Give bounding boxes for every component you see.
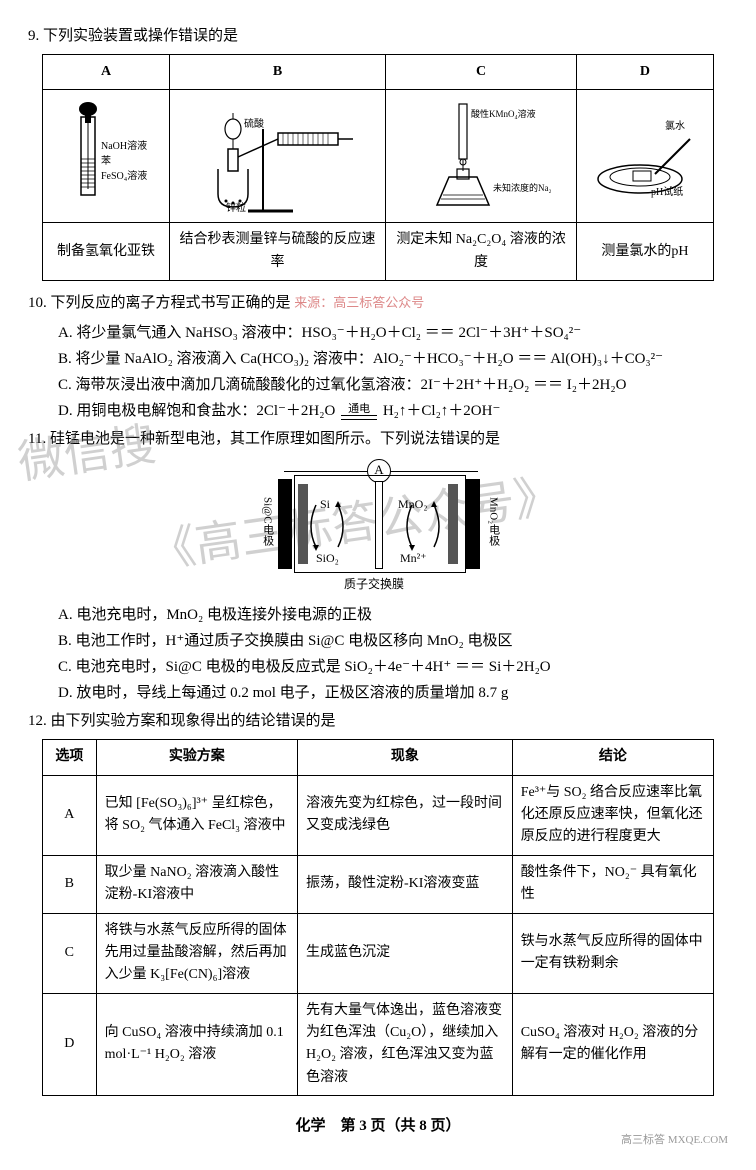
q9-diagram-b: 锌粒 硫酸 xyxy=(170,90,386,223)
left-electrode-label: Si@C电极 xyxy=(258,497,276,546)
q12-b-conc: 酸性条件下，NO₂⁻ 具有氧化性 xyxy=(512,855,713,913)
q10-source: 来源：高三标答公众号 xyxy=(294,295,424,310)
apparatus-b-icon: 锌粒 硫酸 xyxy=(198,99,358,214)
q11-d: D. 放电时，导线上每通过 0.2 mol 电子，正极区溶液的质量增加 8.7 … xyxy=(58,681,728,705)
q11-diagram: A Si@C电极 MnO₂电极 Si SiO₂ MnO₂ Mn²⁺ 质子交换膜 xyxy=(248,457,508,597)
q10-c: C. 海带灰浸出液中滴加几滴硫酸酸化的过氧化氢溶液：2I⁻＋2H⁺＋H₂O₂ ＝… xyxy=(58,373,728,397)
table-row: D 向 CuSO₄ 溶液中持续滴加 0.1 mol·L⁻¹ H₂O₂ 溶液 先有… xyxy=(43,993,714,1096)
q9-head-b: B xyxy=(170,55,386,90)
q9-cap-c: 测定未知 Na₂C₂O₄ 溶液的浓度 xyxy=(386,223,577,281)
q9-head-d: D xyxy=(576,55,713,90)
q12-d-opt: D xyxy=(43,993,97,1096)
membrane-label: 质子交换膜 xyxy=(344,575,404,594)
q11-stem: 11. 硅锰电池是一种新型电池，其工作原理如图所示。下列说法错误的是 xyxy=(28,427,728,451)
svg-text:pH试纸: pH试纸 xyxy=(651,185,683,198)
q12-b-plan: 取少量 NaNO₂ 溶液滴入酸性淀粉-KI溶液中 xyxy=(96,855,297,913)
table-row: A 已知 [Fe(SO₃)₆]³⁺ 呈红棕色，将 SO₂ 气体通入 FeCl₃ … xyxy=(43,775,714,855)
apparatus-c-icon: 酸性KMnO₄溶液 未知浓度的Na₂C₂O₄溶液 xyxy=(411,99,551,214)
q9-head-c: C xyxy=(386,55,577,90)
q12-h1: 实验方案 xyxy=(96,740,297,775)
q10-a: A. 将少量氯气通入 NaHSO₃ 溶液中：HSO₃⁻＋H₂O＋Cl₂ ＝＝ 2… xyxy=(58,321,728,345)
q12-a-phen: 溶液先变为红棕色，过一段时间又变成浅绿色 xyxy=(297,775,512,855)
q10-d: D. 用铜电极电解饱和食盐水：2Cl⁻＋2H₂O 通电 H₂↑＋Cl₂↑＋2OH… xyxy=(58,399,728,423)
q12-c-plan: 将铁与水蒸气反应所得的固体先用过量盐酸溶解，然后再加入少量 K₃[Fe(CN)₆… xyxy=(96,913,297,993)
svg-text:FeSO₄溶液: FeSO₄溶液 xyxy=(101,169,147,182)
q12-h0: 选项 xyxy=(43,740,97,775)
q9-diagram-d: 氯水 pH试纸 xyxy=(576,90,713,223)
q12-a-plan: 已知 [Fe(SO₃)₆]³⁺ 呈红棕色，将 SO₂ 气体通入 FeCl₃ 溶液… xyxy=(96,775,297,855)
q12-d-conc: CuSO₄ 溶液对 H₂O₂ 溶液的分解有一定的催化作用 xyxy=(512,993,713,1096)
svg-text:苯: 苯 xyxy=(101,154,111,167)
q11-c: C. 电池充电时，Si@C 电极的电极反应式是 SiO₂＋4e⁻＋4H⁺ ＝＝ … xyxy=(58,655,728,679)
q12-a-opt: A xyxy=(43,775,97,855)
q12-c-phen: 生成蓝色沉淀 xyxy=(297,913,512,993)
apparatus-a-icon: NaOH溶液 苯 FeSO₄溶液 xyxy=(51,99,161,214)
q12-stem: 12. 由下列实验方案和现象得出的结论错误的是 xyxy=(28,709,728,733)
q12-b-phen: 振荡，酸性淀粉-KI溶液变蓝 xyxy=(297,855,512,913)
table-row: C 将铁与水蒸气反应所得的固体先用过量盐酸溶解，然后再加入少量 K₃[Fe(CN… xyxy=(43,913,714,993)
q9-cap-a: 制备氢氧化亚铁 xyxy=(43,223,170,281)
q11-b: B. 电池工作时，H⁺通过质子交换膜由 Si@C 电极区移向 MnO₂ 电极区 xyxy=(58,629,728,653)
q10-d-cond: 通电 xyxy=(341,404,377,415)
q10-b: B. 将少量 NaAlO₂ 溶液滴入 Ca(HCO₃)₂ 溶液中：AlO₂⁻＋H… xyxy=(58,347,728,371)
table-row: B 取少量 NaNO₂ 溶液滴入酸性淀粉-KI溶液中 振荡，酸性淀粉-KI溶液变… xyxy=(43,855,714,913)
svg-text:未知浓度的Na₂C₂O₄溶液: 未知浓度的Na₂C₂O₄溶液 xyxy=(493,182,551,193)
q10-stem-text: 10. 下列反应的离子方程式书写正确的是 xyxy=(28,295,291,311)
svg-text:酸性KMnO₄溶液: 酸性KMnO₄溶液 xyxy=(471,108,536,119)
right-electrode-label: MnO₂电极 xyxy=(484,497,502,546)
q9-cap-b: 结合秒表测量锌与硫酸的反应速率 xyxy=(170,223,386,281)
apparatus-d-icon: 氯水 pH试纸 xyxy=(585,99,705,214)
q12-c-opt: C xyxy=(43,913,97,993)
svg-text:锌粒: 锌粒 xyxy=(226,201,246,214)
q12-table: 选项 实验方案 现象 结论 A 已知 [Fe(SO₃)₆]³⁺ 呈红棕色，将 S… xyxy=(42,739,714,1096)
q12-h3: 结论 xyxy=(512,740,713,775)
q12-c-conc: 铁与水蒸气反应所得的固体中一定有铁粉剩余 xyxy=(512,913,713,993)
q9-diagram-a: NaOH溶液 苯 FeSO₄溶液 xyxy=(43,90,170,223)
q10-d-post: H₂↑＋Cl₂↑＋2OH⁻ xyxy=(383,403,501,419)
q9-head-a: A xyxy=(43,55,170,90)
q12-d-plan: 向 CuSO₄ 溶液中持续滴加 0.1 mol·L⁻¹ H₂O₂ 溶液 xyxy=(96,993,297,1096)
q10-d-pre: D. 用铜电极电解饱和食盐水：2Cl⁻＋2H₂O xyxy=(58,403,335,419)
svg-text:NaOH溶液: NaOH溶液 xyxy=(101,139,147,152)
svg-text:硫酸: 硫酸 xyxy=(244,117,264,130)
q12-h2: 现象 xyxy=(297,740,512,775)
q12-d-phen: 先有大量气体逸出，蓝色溶液变为红色浑浊（Cu₂O），继续加入 H₂O₂ 溶液，红… xyxy=(297,993,512,1096)
q10-stem: 10. 下列反应的离子方程式书写正确的是 来源：高三标答公众号 xyxy=(28,291,728,315)
q12-a-conc: Fe³⁺与 SO₂ 络合反应速率比氧化还原反应速率快，但氧化还原反应的进行程度更… xyxy=(512,775,713,855)
svg-text:氯水: 氯水 xyxy=(665,119,685,132)
q12-b-opt: B xyxy=(43,855,97,913)
q9-cap-d: 测量氯水的pH xyxy=(576,223,713,281)
q9-stem: 9. 下列实验装置或操作错误的是 xyxy=(28,24,728,48)
q9-diagram-c: 酸性KMnO₄溶液 未知浓度的Na₂C₂O₄溶液 xyxy=(386,90,577,223)
q9-table: A B C D NaOH溶液 苯 FeSO₄溶液 锌粒 xyxy=(42,54,714,281)
q11-a: A. 电池充电时，MnO₂ 电极连接外接电源的正极 xyxy=(58,603,728,627)
